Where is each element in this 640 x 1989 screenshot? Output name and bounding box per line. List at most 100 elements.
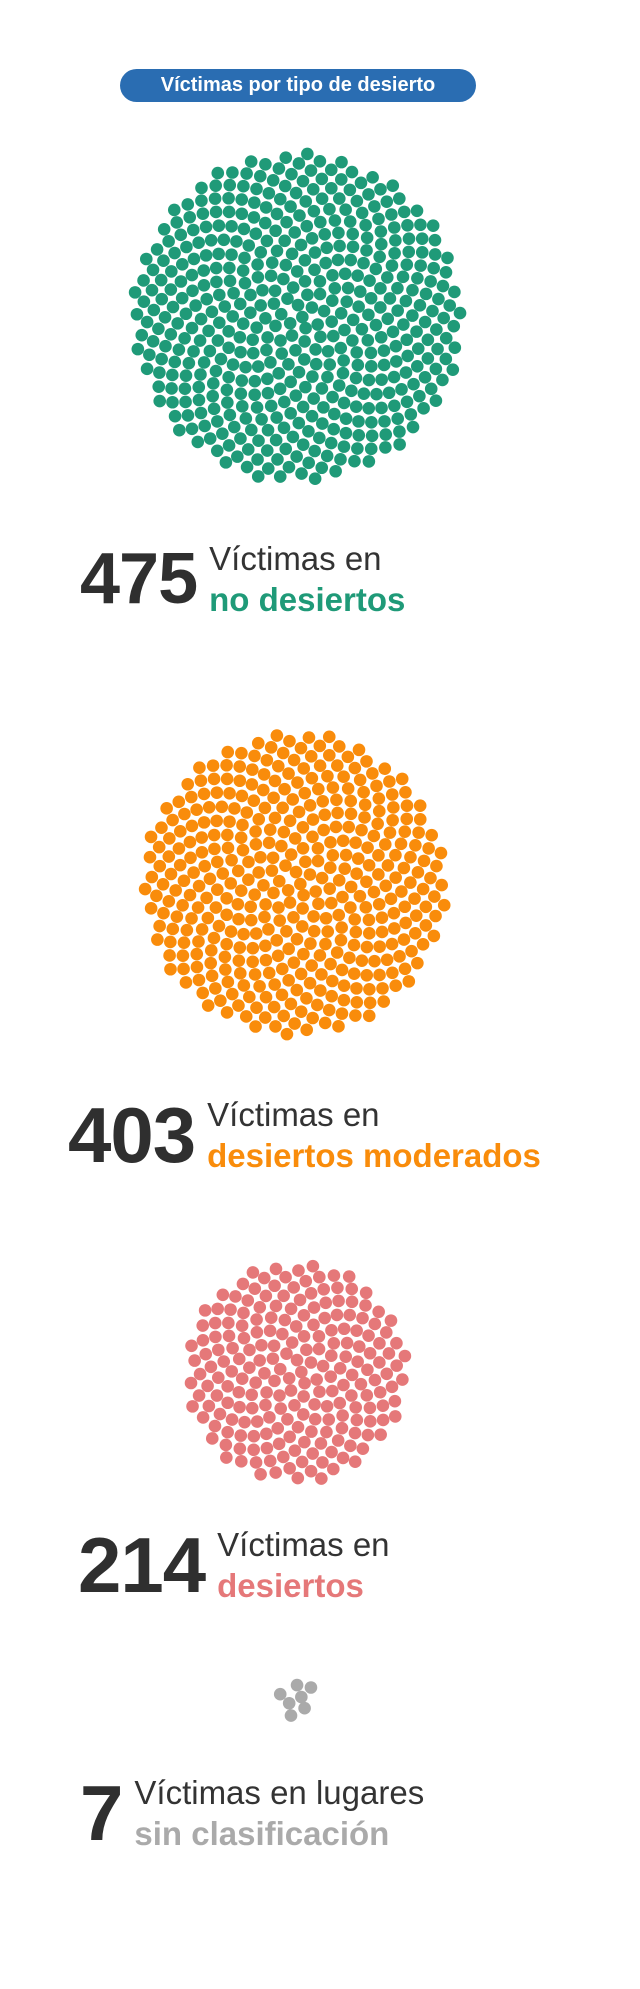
victim-dot <box>215 800 229 814</box>
victim-dot <box>339 412 353 425</box>
victim-dot <box>295 1455 309 1469</box>
victim-dot <box>260 753 274 767</box>
victim-dot <box>248 968 262 981</box>
stat-category: sin clasificación <box>134 1815 390 1852</box>
victim-dot <box>303 868 317 881</box>
victim-dot <box>317 401 330 414</box>
victim-dot <box>233 774 247 788</box>
victim-dot <box>264 356 277 369</box>
victim-dot <box>211 855 224 869</box>
victim-dot <box>273 1362 287 1376</box>
victim-dot <box>291 1420 305 1434</box>
victim-dot <box>246 333 259 347</box>
victim-dot <box>225 1413 239 1426</box>
victim-dot <box>253 979 266 993</box>
victim-dot <box>285 167 298 181</box>
victim-dot <box>393 425 406 438</box>
victim-dot <box>258 801 272 815</box>
victim-dot <box>360 231 374 245</box>
victim-dot <box>222 205 236 219</box>
victim-dot <box>290 932 304 946</box>
victim-dot <box>262 186 276 200</box>
cluster-desiertos <box>184 1259 412 1485</box>
victim-dot <box>178 807 191 821</box>
victim-dot <box>386 813 399 827</box>
victim-dot <box>296 902 309 915</box>
victim-dot <box>353 285 367 298</box>
victim-dot <box>417 402 430 415</box>
victim-dot <box>209 205 223 219</box>
victim-dot <box>144 902 158 915</box>
victim-dot <box>181 777 195 791</box>
victim-dot <box>380 195 394 209</box>
victim-dot <box>185 422 199 436</box>
victim-dot <box>210 883 224 896</box>
victim-dot <box>453 306 467 320</box>
victim-dot <box>313 275 327 288</box>
victim-dot <box>330 946 344 959</box>
victim-dot <box>234 1455 248 1468</box>
victim-dot <box>262 923 275 936</box>
victim-dot <box>197 787 211 801</box>
victim-dot <box>267 1339 281 1353</box>
victim-dot <box>170 216 184 229</box>
victim-dot <box>210 1389 224 1402</box>
victim-dot <box>235 1372 249 1385</box>
victim-dot <box>253 1300 267 1314</box>
victim-dot <box>368 200 381 213</box>
victim-dot <box>209 901 223 914</box>
victim-dot <box>232 1352 246 1366</box>
victim-dot <box>328 407 341 421</box>
victim-dot <box>321 344 335 358</box>
victim-dot <box>180 240 193 254</box>
victim-dot <box>327 1337 341 1350</box>
victim-dot <box>223 178 237 192</box>
victim-dot <box>210 814 223 828</box>
victim-dot <box>398 825 412 838</box>
victim-dot <box>266 174 280 187</box>
victim-dot <box>185 912 198 925</box>
victim-dot <box>284 375 297 389</box>
victim-dot <box>291 1471 305 1485</box>
victim-dot <box>372 849 385 862</box>
victim-dot <box>160 802 173 815</box>
victim-dot <box>223 408 237 422</box>
victim-dot <box>306 183 320 196</box>
victim-dot <box>212 316 226 329</box>
victim-dot <box>296 438 310 451</box>
victim-dot <box>257 768 271 781</box>
victim-dot <box>212 219 226 232</box>
victim-dot <box>340 295 354 308</box>
victim-dot <box>233 967 247 980</box>
victim-dot <box>259 953 273 967</box>
victim-dot <box>225 853 238 867</box>
victim-dot <box>251 258 264 271</box>
victim-dot <box>247 211 261 224</box>
victim-dot <box>302 456 316 470</box>
victim-dot <box>333 1396 347 1410</box>
victim-dot <box>166 813 179 827</box>
victim-dot <box>387 801 400 814</box>
victim-dot <box>316 794 330 808</box>
victim-dot <box>296 310 309 324</box>
victim-dot <box>348 1455 362 1468</box>
victim-dot <box>296 174 310 188</box>
victim-dot <box>225 1365 239 1378</box>
victim-dot <box>304 750 318 763</box>
victim-dot <box>404 850 417 864</box>
victim-dot <box>192 380 206 394</box>
victim-dot <box>380 953 394 967</box>
victim-dot <box>205 969 219 983</box>
victim-dot <box>383 826 397 839</box>
victim-dot <box>259 201 273 214</box>
victim-dot <box>201 1379 214 1393</box>
victim-dot <box>249 1020 262 1033</box>
victim-dot <box>269 1020 282 1033</box>
victim-dot <box>190 947 204 961</box>
victim-dot <box>158 311 172 324</box>
victim-dot <box>259 1289 273 1303</box>
victim-dot <box>319 1296 333 1310</box>
victim-dot <box>345 1295 359 1309</box>
victim-dot <box>317 304 331 318</box>
victim-dot <box>313 155 327 168</box>
